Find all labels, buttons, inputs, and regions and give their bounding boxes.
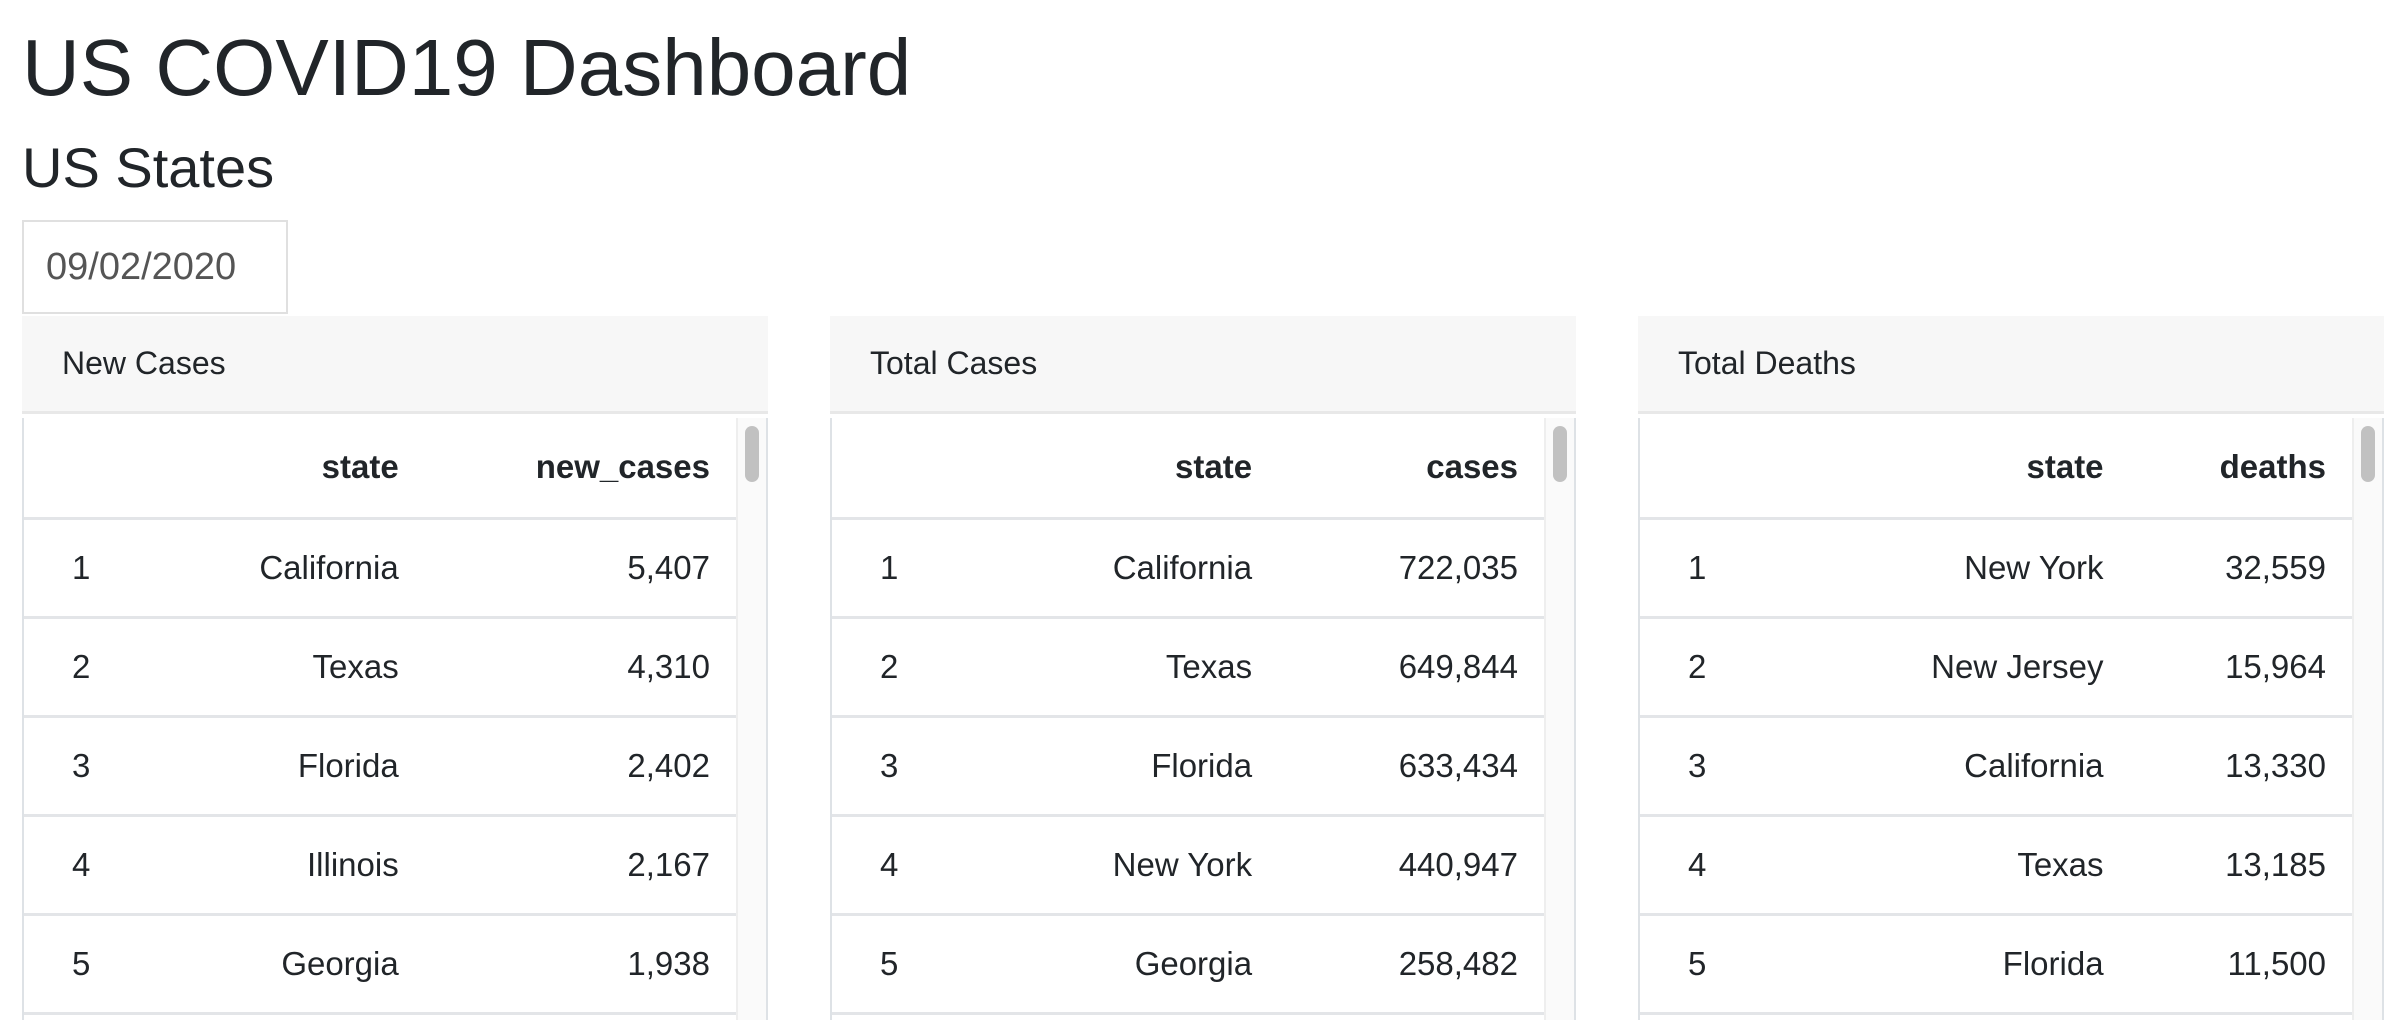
scrollbar-thumb[interactable] bbox=[1553, 426, 1567, 482]
row-value: 649,844 bbox=[1252, 617, 1544, 718]
row-value: 13,185 bbox=[2103, 815, 2352, 916]
column-header-deaths: deaths bbox=[2103, 418, 2352, 520]
row-index: 2 bbox=[24, 617, 164, 718]
row-state: New York bbox=[1780, 518, 2104, 619]
table-row: 4 New York 440,947 bbox=[832, 815, 1544, 916]
row-index: 4 bbox=[24, 815, 164, 916]
vertical-scrollbar[interactable] bbox=[1544, 418, 1574, 1020]
row-value: 2,167 bbox=[398, 815, 736, 916]
row-state: Florida bbox=[972, 716, 1253, 817]
column-header-state: state bbox=[1780, 418, 2104, 520]
vertical-scrollbar[interactable] bbox=[736, 418, 766, 1020]
row-index: 1 bbox=[832, 518, 972, 619]
vertical-scrollbar[interactable] bbox=[2352, 418, 2382, 1020]
row-index: 5 bbox=[24, 914, 164, 1015]
table-row: 4 Illinois 2,167 bbox=[24, 815, 736, 916]
new-cases-panel: New Cases state new_cases 1 California 5… bbox=[22, 316, 768, 1020]
page-title: US COVID19 Dashboard bbox=[22, 23, 912, 112]
table-row: 2 New Jersey 15,964 bbox=[1640, 617, 2352, 718]
table-scroll-area[interactable]: state cases 1 California 722,035 2 Texas… bbox=[830, 418, 1576, 1020]
column-header-index bbox=[24, 418, 164, 520]
panel-title: New Cases bbox=[22, 316, 768, 414]
table-header-row: state deaths bbox=[1640, 418, 2352, 520]
row-state: Florida bbox=[164, 716, 399, 817]
date-input[interactable] bbox=[22, 220, 288, 314]
row-state: Illinois bbox=[164, 815, 399, 916]
scrollbar-thumb[interactable] bbox=[2361, 426, 2375, 482]
row-index: 1 bbox=[24, 518, 164, 619]
column-header-index bbox=[832, 418, 972, 520]
row-index: 5 bbox=[832, 914, 972, 1015]
table-row: 5 Florida 11,500 bbox=[1640, 914, 2352, 1015]
column-header-state: state bbox=[972, 418, 1253, 520]
row-value: 13,330 bbox=[2103, 716, 2352, 817]
table-row: 1 New York 32,559 bbox=[1640, 518, 2352, 619]
total-deaths-table: state deaths 1 New York 32,559 2 New Jer… bbox=[1640, 418, 2352, 1015]
row-index: 3 bbox=[832, 716, 972, 817]
total-cases-panel: Total Cases state cases 1 California 722… bbox=[830, 316, 1576, 1020]
row-state: California bbox=[164, 518, 399, 619]
row-state: New York bbox=[972, 815, 1253, 916]
table-row: 5 Georgia 1,938 bbox=[24, 914, 736, 1015]
table-header-row: state cases bbox=[832, 418, 1544, 520]
table-row: 2 Texas 649,844 bbox=[832, 617, 1544, 718]
row-index: 5 bbox=[1640, 914, 1780, 1015]
row-value: 1,938 bbox=[398, 914, 736, 1015]
row-state: Texas bbox=[972, 617, 1253, 718]
column-header-cases: cases bbox=[1252, 418, 1544, 520]
row-index: 4 bbox=[1640, 815, 1780, 916]
column-header-index bbox=[1640, 418, 1780, 520]
table-header-row: state new_cases bbox=[24, 418, 736, 520]
table-row: 1 California 5,407 bbox=[24, 518, 736, 619]
row-value: 440,947 bbox=[1252, 815, 1544, 916]
row-index: 1 bbox=[1640, 518, 1780, 619]
row-index: 4 bbox=[832, 815, 972, 916]
row-value: 633,434 bbox=[1252, 716, 1544, 817]
row-state: Texas bbox=[1780, 815, 2104, 916]
table-row: 3 Florida 633,434 bbox=[832, 716, 1544, 817]
column-header-new-cases: new_cases bbox=[398, 418, 736, 520]
table-scroll-area[interactable]: state deaths 1 New York 32,559 2 New Jer… bbox=[1638, 418, 2384, 1020]
table-row: 1 California 722,035 bbox=[832, 518, 1544, 619]
column-header-state: state bbox=[164, 418, 399, 520]
table-row: 3 California 13,330 bbox=[1640, 716, 2352, 817]
table-row: 2 Texas 4,310 bbox=[24, 617, 736, 718]
row-index: 3 bbox=[24, 716, 164, 817]
row-value: 2,402 bbox=[398, 716, 736, 817]
row-value: 5,407 bbox=[398, 518, 736, 619]
row-state: New Jersey bbox=[1780, 617, 2104, 718]
row-state: Georgia bbox=[164, 914, 399, 1015]
row-index: 2 bbox=[832, 617, 972, 718]
row-value: 258,482 bbox=[1252, 914, 1544, 1015]
row-value: 4,310 bbox=[398, 617, 736, 718]
table-row: 3 Florida 2,402 bbox=[24, 716, 736, 817]
table-row: 5 Georgia 258,482 bbox=[832, 914, 1544, 1015]
row-value: 32,559 bbox=[2103, 518, 2352, 619]
scrollbar-thumb[interactable] bbox=[745, 426, 759, 482]
panel-title: Total Deaths bbox=[1638, 316, 2384, 414]
total-cases-table: state cases 1 California 722,035 2 Texas… bbox=[832, 418, 1544, 1015]
section-title: US States bbox=[22, 136, 275, 199]
row-state: Georgia bbox=[972, 914, 1253, 1015]
row-state: California bbox=[972, 518, 1253, 619]
row-value: 15,964 bbox=[2103, 617, 2352, 718]
row-state: California bbox=[1780, 716, 2104, 817]
row-state: Florida bbox=[1780, 914, 2104, 1015]
row-value: 722,035 bbox=[1252, 518, 1544, 619]
table-row: 4 Texas 13,185 bbox=[1640, 815, 2352, 916]
row-value: 11,500 bbox=[2103, 914, 2352, 1015]
table-scroll-area[interactable]: state new_cases 1 California 5,407 2 Tex… bbox=[22, 418, 768, 1020]
row-index: 2 bbox=[1640, 617, 1780, 718]
panel-title: Total Cases bbox=[830, 316, 1576, 414]
new-cases-table: state new_cases 1 California 5,407 2 Tex… bbox=[24, 418, 736, 1015]
row-state: Texas bbox=[164, 617, 399, 718]
row-index: 3 bbox=[1640, 716, 1780, 817]
total-deaths-panel: Total Deaths state deaths 1 New York 32,… bbox=[1638, 316, 2384, 1020]
